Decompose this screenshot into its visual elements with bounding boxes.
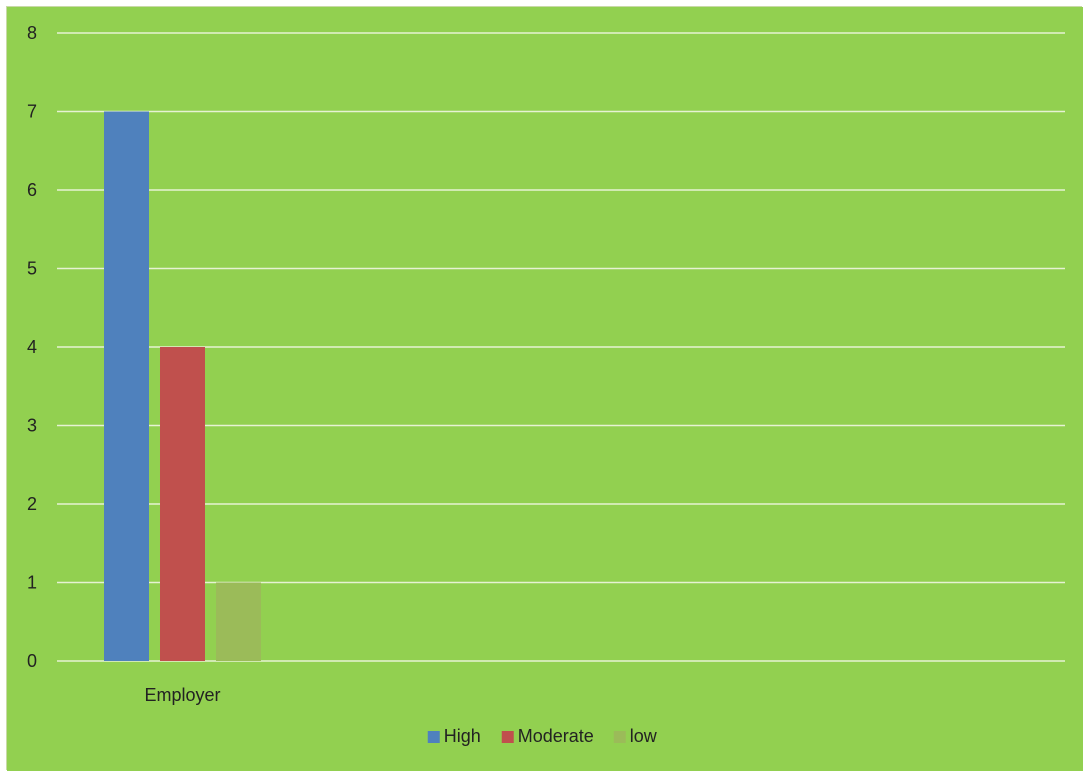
bar-chart: 0 1 2 3 4 5 6 7 8 Employer High Moderate low (7, 7, 1083, 771)
legend-swatch (501, 731, 514, 743)
y-tick-label: 6 (27, 180, 37, 200)
y-tick-label: 3 (27, 416, 37, 436)
y-tick-label: 7 (27, 102, 37, 122)
y-tick-label: 0 (27, 651, 37, 671)
y-axis-tick-labels: 0 1 2 3 4 5 6 7 8 (27, 23, 37, 671)
x-category-label: Employer (144, 685, 220, 705)
legend-swatch (427, 731, 440, 743)
legend-item-moderate: Moderate (501, 726, 594, 746)
y-tick-label: 1 (27, 573, 37, 593)
legend-item-high: High (427, 726, 481, 746)
y-tick-label: 5 (27, 259, 37, 279)
y-tick-label: 2 (27, 494, 37, 514)
legend-label: High (444, 726, 481, 746)
legend: High Moderate low (427, 726, 658, 746)
y-tick-label: 4 (27, 337, 37, 357)
bars (104, 111, 261, 661)
chart-area: 0 1 2 3 4 5 6 7 8 Employer High Moderate low (6, 6, 1083, 771)
bar-high (104, 111, 149, 661)
legend-item-low: low (613, 726, 658, 746)
legend-label: low (630, 726, 658, 746)
legend-label: Moderate (518, 726, 594, 746)
bar-low (216, 582, 261, 661)
x-axis-category-labels: Employer (144, 685, 220, 705)
bar-moderate (160, 347, 205, 661)
y-tick-label: 8 (27, 23, 37, 43)
legend-swatch (613, 731, 626, 743)
